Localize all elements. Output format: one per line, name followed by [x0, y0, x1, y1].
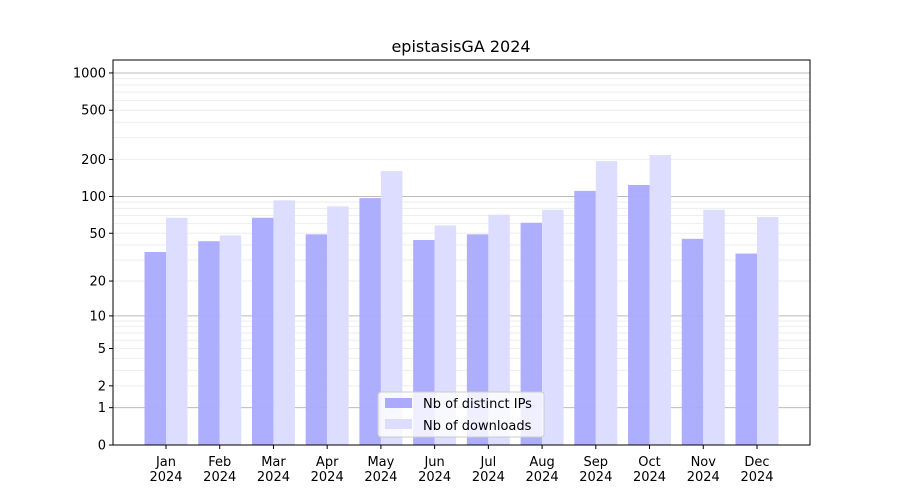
bar-downloads — [434, 225, 457, 445]
bar-distinct-ips — [681, 238, 704, 445]
x-tick-label: Nov 2024 — [687, 455, 720, 485]
x-axis: Jan 2024 Feb 2024 Mar 2024 Apr 2024 May 2024 Jun 20… — [149, 445, 774, 485]
x-tick-label: Jul 2024 — [472, 455, 505, 485]
bar-downloads — [219, 235, 242, 445]
bar-downloads — [327, 206, 349, 445]
x-tick-label: Apr 2024 — [311, 455, 344, 485]
y-tick-label: 50 — [89, 227, 106, 242]
y-tick-label: 500 — [81, 104, 106, 119]
x-tick-label: Feb 2024 — [203, 455, 236, 485]
bar-distinct-ips — [628, 184, 650, 445]
bar-downloads — [166, 217, 188, 445]
x-tick-label: Mar 2024 — [257, 455, 290, 485]
x-tick-label: Jan 2024 — [149, 455, 182, 485]
y-tick-label: 20 — [89, 275, 106, 290]
x-tick-label: Jun 2024 — [418, 455, 451, 485]
bar-downloads — [273, 200, 295, 445]
bar-downloads — [488, 214, 510, 445]
bar-downloads — [595, 161, 618, 445]
legend: Nb of distinct IPs Nb of downloads — [377, 391, 545, 438]
bar-distinct-ips — [574, 190, 596, 445]
bar-distinct-ips — [520, 222, 543, 445]
bar-downloads — [649, 155, 672, 446]
chart-title: epistasisGA 2024 — [391, 37, 530, 56]
y-tick-label: 100 — [81, 190, 106, 205]
x-tick-label: May 2024 — [364, 455, 397, 485]
bar-distinct-ips — [305, 234, 328, 445]
bar-distinct-ips — [198, 241, 220, 445]
bar-downloads — [703, 209, 725, 445]
x-tick-label: Sep 2024 — [579, 455, 612, 485]
y-tick-label: 200 — [81, 153, 106, 168]
y-tick-label: 0 — [98, 439, 106, 454]
bar-distinct-ips — [251, 217, 274, 445]
legend-label-downloads: Nb of downloads — [423, 419, 532, 434]
legend-swatch-ips — [385, 398, 412, 408]
bar-downloads — [757, 216, 779, 445]
y-tick-label: 1 — [98, 401, 106, 416]
bar-distinct-ips — [359, 198, 381, 445]
x-tick-label: Aug 2024 — [526, 455, 559, 485]
x-tick-label: Dec 2024 — [740, 455, 773, 485]
bar-distinct-ips — [144, 252, 166, 445]
y-axis: 0 1 2 5 10 20 50 100 200 500 1000 — [73, 66, 113, 454]
x-tick-label: Oct 2024 — [633, 455, 666, 485]
bar-downloads — [542, 209, 564, 445]
legend-swatch-downloads — [385, 419, 412, 429]
y-tick-label: 10 — [89, 309, 106, 324]
legend-label-ips: Nb of distinct IPs — [423, 397, 532, 412]
plot-frame — [112, 59, 811, 446]
y-tick-label: 1000 — [73, 66, 106, 81]
bar-distinct-ips — [735, 253, 757, 445]
bar-downloads — [380, 171, 403, 445]
legend-box — [377, 391, 545, 438]
y-tick-label: 5 — [98, 342, 106, 357]
y-tick-label: 2 — [98, 379, 106, 394]
